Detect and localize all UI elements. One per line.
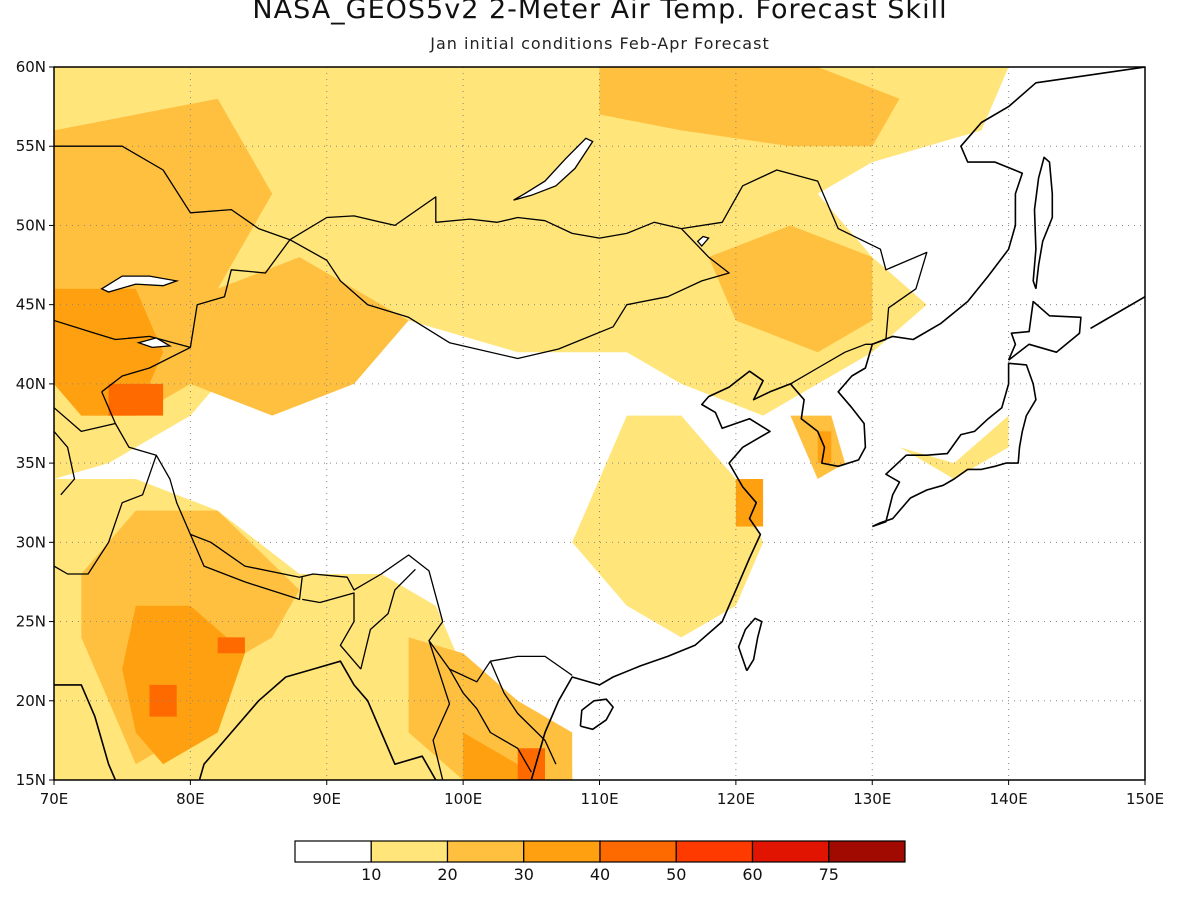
skill-region [708, 225, 873, 353]
map-title: NASA_GEOS5v2 2-Meter Air Temp. Forecast … [252, 0, 948, 25]
skill-region [149, 684, 177, 717]
skill-region [108, 383, 164, 416]
colorbar-label: 40 [590, 865, 610, 884]
coastline [54, 660, 437, 780]
country-border [302, 592, 362, 670]
country-border [790, 343, 873, 385]
country-border [448, 668, 532, 773]
lat-tick-label: 20N [16, 692, 46, 710]
country-border [289, 196, 682, 241]
colorbar-swatch [751, 840, 830, 863]
coastlines-and-borders [54, 67, 1145, 780]
coastline [1032, 156, 1054, 290]
skill-region [517, 748, 545, 780]
lon-tick-label: 120E [717, 790, 755, 808]
lat-tick-label: 40N [16, 375, 46, 393]
country-border [54, 319, 191, 349]
lon-tick-label: 90E [312, 790, 341, 808]
country-border [54, 454, 157, 575]
axis-labels: 70E 80E 90E 100E 110E 120E 130E 140E 150E 15N 20N 2… [16, 58, 1164, 808]
country-border [489, 660, 557, 765]
skill-region [599, 67, 900, 147]
lon-tick-label: 70E [40, 790, 69, 808]
gridlines [54, 67, 1145, 780]
colorbar-label: 10 [361, 865, 381, 884]
map-subtitle: Jan initial conditions Feb-Apr Forecast [430, 34, 770, 53]
lat-tick-label: 50N [16, 216, 46, 234]
country-border [54, 430, 76, 496]
colorbar-swatch [446, 840, 525, 863]
country-border [101, 169, 928, 393]
colorbar-swatch [294, 840, 372, 863]
lake [100, 275, 180, 293]
lat-tick-label: 60N [16, 58, 46, 76]
skill-region [735, 479, 764, 527]
lat-tick-label: 15N [16, 771, 46, 789]
skill-region [899, 415, 1009, 479]
coastline [737, 617, 763, 672]
coastline [1007, 300, 1082, 361]
colorbar-swatch [370, 840, 449, 863]
skill-region [122, 605, 245, 765]
colorbar-swatch [523, 840, 601, 863]
skill-region [54, 67, 1009, 479]
lon-tick-label: 140E [990, 790, 1028, 808]
lat-tick-label: 35N [16, 454, 46, 472]
country-border [54, 145, 291, 241]
lat-tick-label: 30N [16, 533, 46, 551]
coastline [871, 362, 1037, 528]
country-border [360, 568, 416, 670]
colorbar: 10 20 30 40 50 60 75 [294, 840, 906, 884]
country-border [189, 534, 303, 601]
colorbar-swatch [599, 840, 677, 863]
skill-region [572, 415, 764, 638]
lat-tick-label: 45N [16, 296, 46, 314]
colorbar-label: 30 [514, 865, 534, 884]
lake [696, 235, 710, 247]
skill-region [217, 637, 245, 654]
country-border [101, 391, 573, 683]
coastline [579, 698, 614, 731]
colorbar-swatch [675, 840, 754, 863]
lat-tick-label: 25N [16, 613, 46, 631]
lon-tick-label: 100E [444, 790, 482, 808]
lake [513, 137, 594, 201]
coastline [530, 67, 1145, 780]
skill-shading [54, 67, 1009, 780]
country-border [54, 407, 116, 433]
skill-region [190, 257, 409, 416]
colorbar-label: 75 [819, 865, 839, 884]
lon-tick-label: 130E [853, 790, 891, 808]
country-border [428, 640, 451, 780]
lon-tick-label: 150E [1126, 790, 1164, 808]
coastline [1090, 296, 1145, 330]
colorbar-label: 50 [666, 865, 686, 884]
skill-region [463, 732, 545, 780]
lon-tick-label: 110E [580, 790, 618, 808]
lake [136, 337, 172, 349]
colorbar-label: 20 [437, 865, 457, 884]
lat-tick-label: 55N [16, 137, 46, 155]
skill-region [408, 637, 573, 780]
colorbar-swatch [828, 840, 906, 863]
lon-tick-label: 80E [176, 790, 205, 808]
colorbar-label: 60 [742, 865, 762, 884]
